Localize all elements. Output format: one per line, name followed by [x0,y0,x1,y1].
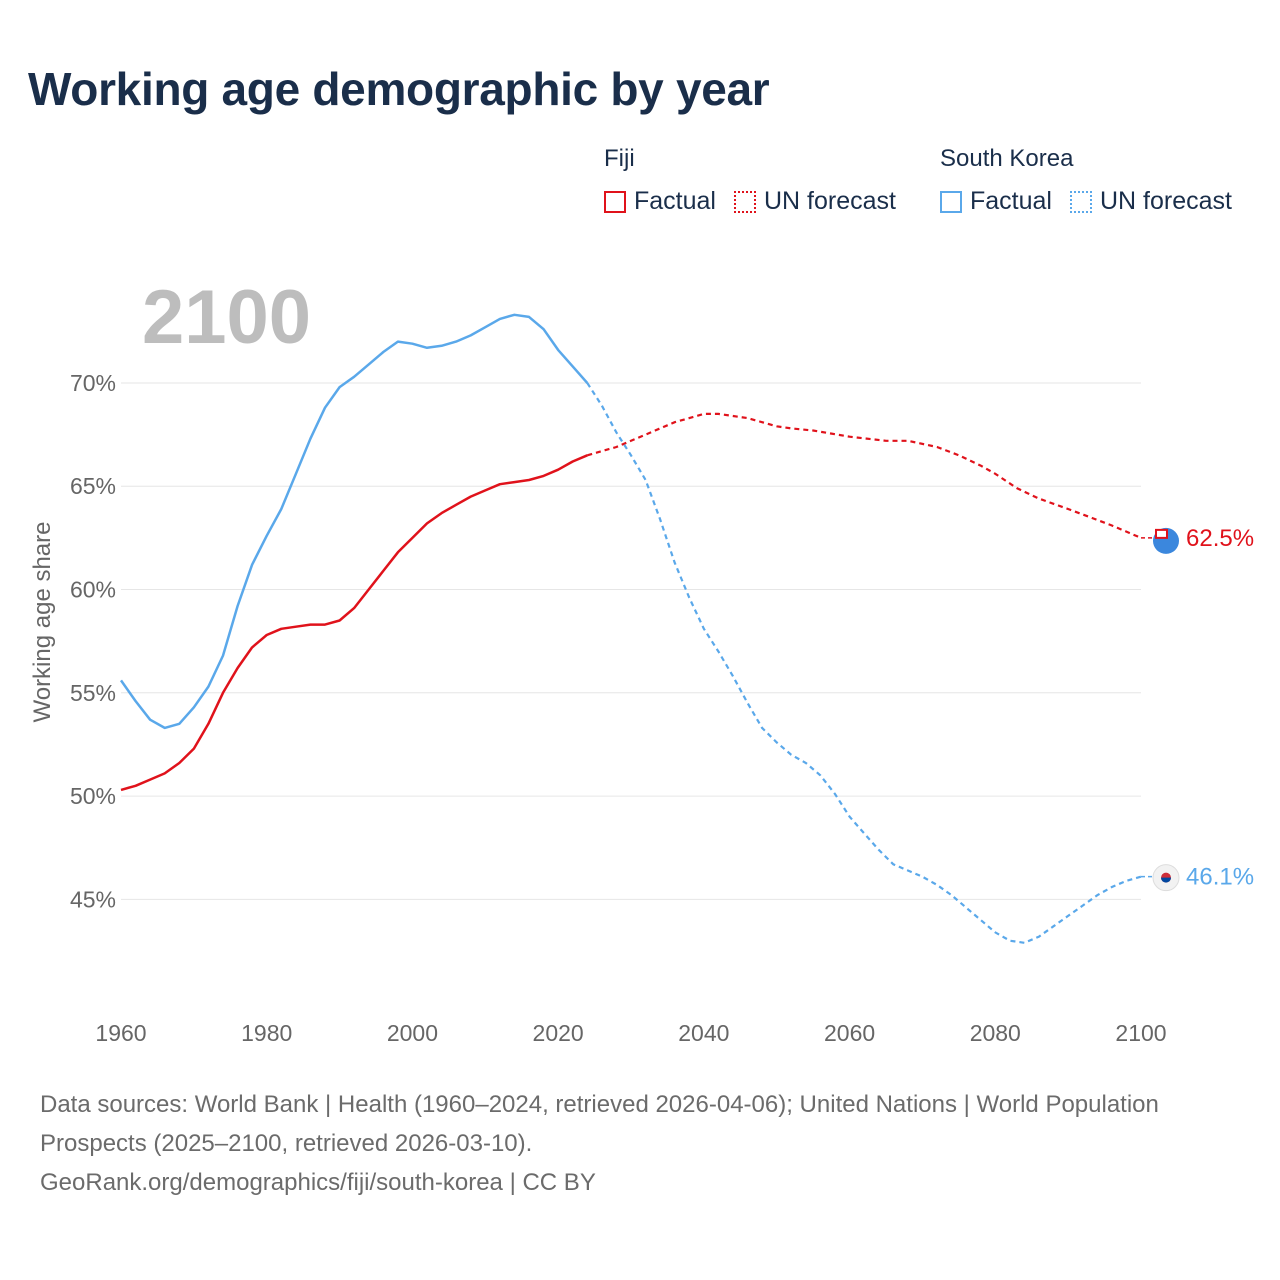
legend-country-label: Fiji [604,145,635,172]
legend-item-south-korea-forecast[interactable]: UN forecast [1069,187,1232,216]
end-value-label: 62.5% [1186,525,1254,552]
y-tick-label: 55% [70,680,116,706]
series-line-fiji-forecast [586,412,1142,539]
y-tick-label: 70% [70,370,116,396]
end-markers: 62.5% 46.1% [1141,525,1254,892]
y-tick-label: 45% [70,886,116,912]
x-tick-label: 2080 [970,1020,1021,1046]
y-axis-title: Working age share [29,522,56,723]
flag-taegeuk-blue-icon [1161,877,1171,883]
year-watermark: 2100 [142,275,311,360]
x-tick-label: 2060 [824,1020,875,1046]
legend-item-label: UN forecast [1099,187,1232,215]
end-value-label: 46.1% [1186,864,1254,891]
data-sources: Data sources: World Bank | Health (1960–… [40,1091,1159,1157]
series-lines [119,313,1142,944]
footer: Data sources: World Bank | Health (1960–… [40,1085,1180,1202]
x-tick-label: 1980 [241,1020,292,1046]
legend-country-label: South Korea [940,145,1074,172]
series-line-south-korea-factual [119,313,589,730]
legend-item-label: Factual [634,187,716,215]
line-chart: 2100 45% 50% 55% 60% 65% 70% 1960 1980 2000 2020… [29,275,1254,1046]
x-tick-label: 1960 [95,1020,146,1046]
flag-canton-icon [1155,528,1168,539]
y-axis: 45% 50% 55% 60% 65% 70% [70,370,116,912]
legend-group-fiji: Fiji Factual UN forecast [604,145,914,216]
series-line-fiji-factual [120,454,588,792]
legend-swatch-dotted [1069,190,1092,213]
x-tick-label: 2000 [387,1020,438,1046]
credit-line: GeoRank.org/demographics/fiji/south-kore… [40,1169,596,1196]
legend-item-south-korea-factual[interactable]: Factual [940,187,1052,216]
legend-swatch-solid [604,190,626,213]
legend-item-label: UN forecast [763,187,896,215]
legend-item-fiji-factual[interactable]: Factual [604,187,716,216]
legend-swatch-dotted [733,190,756,213]
legend-item-fiji-forecast[interactable]: UN forecast [733,187,896,216]
legend-swatch-solid [940,190,962,213]
x-axis: 1960 1980 2000 2020 2040 2060 2080 2100 [95,1020,1166,1046]
y-tick-label: 65% [70,473,116,499]
grid-lines [121,382,1141,900]
legend-group-south-korea: South Korea Factual UN forecast [940,145,1250,216]
y-tick-label: 60% [70,577,116,603]
x-tick-label: 2020 [533,1020,584,1046]
chart-title: Working age demographic by year [28,63,770,115]
x-tick-label: 2100 [1115,1020,1166,1046]
series-line-south-korea-forecast [586,382,1142,944]
y-tick-label: 50% [70,783,116,809]
legend-item-label: Factual [970,187,1052,215]
x-tick-label: 2040 [678,1020,729,1046]
